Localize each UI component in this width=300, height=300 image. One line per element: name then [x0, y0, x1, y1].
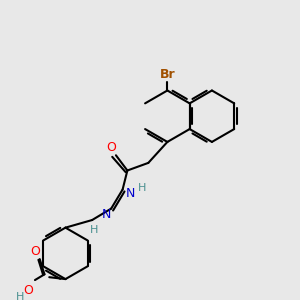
Text: H: H — [16, 292, 24, 300]
Text: H: H — [137, 183, 146, 193]
Text: H: H — [90, 225, 98, 235]
Text: Br: Br — [160, 68, 175, 81]
Text: O: O — [30, 245, 40, 258]
Text: O: O — [106, 141, 116, 154]
Text: N: N — [125, 187, 135, 200]
Text: O: O — [23, 284, 33, 297]
Text: N: N — [102, 208, 111, 221]
